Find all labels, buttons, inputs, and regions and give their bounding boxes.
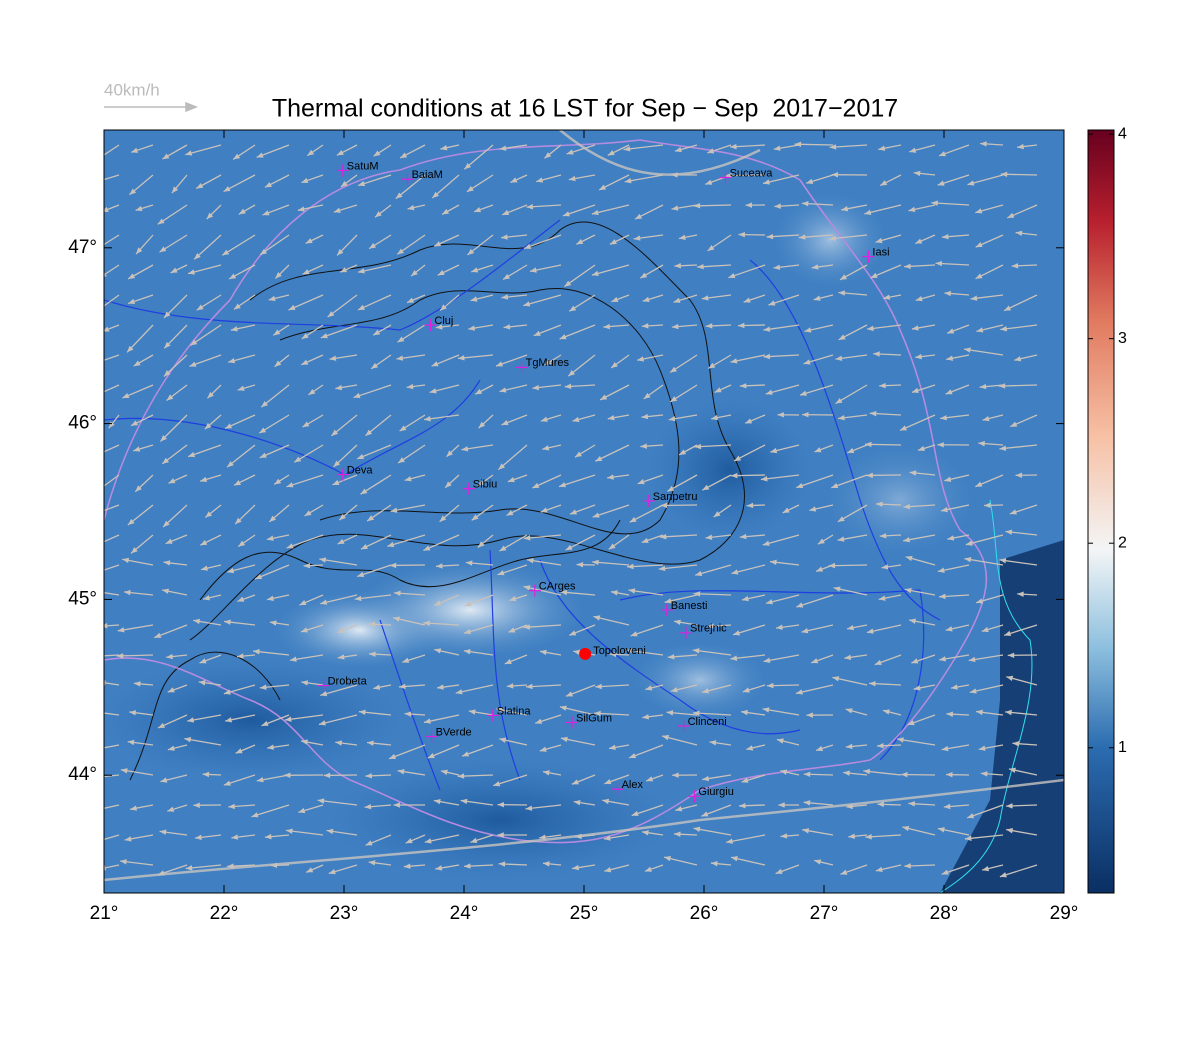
x-tick-label: 25°	[570, 903, 599, 924]
station-label: SilGum	[576, 712, 612, 724]
wind-arrow-head	[95, 306, 102, 312]
wind-scale-arrow	[104, 103, 196, 111]
x-tick-label: 21°	[90, 903, 119, 924]
x-tick-label: 26°	[690, 903, 719, 924]
wind-arrow-head	[87, 747, 94, 752]
wind-arrow-head	[96, 590, 103, 595]
station-label: Suceava	[730, 167, 774, 179]
wind-arrow-head	[96, 837, 103, 842]
x-tick-label: 29°	[1050, 903, 1079, 924]
station-label: CArges	[539, 581, 576, 593]
x-tick-label: 22°	[210, 903, 239, 924]
station-label: TgMures	[526, 357, 570, 369]
site-label: Topoloveni	[593, 645, 646, 657]
y-tick-label: 45°	[68, 588, 97, 609]
station-label: BaiaM	[412, 169, 443, 181]
site-marker	[579, 648, 591, 660]
wind-arrow-head	[90, 570, 97, 575]
x-tick-label: 23°	[330, 903, 359, 924]
colorbar-tick-label: 1	[1118, 739, 1127, 756]
wind-arrow-head	[96, 509, 103, 514]
wind-arrow-head	[99, 865, 106, 870]
wind-arrow-head	[93, 178, 100, 183]
station-label: Iasi	[872, 246, 889, 258]
station-label: Slatina	[497, 705, 532, 717]
title: Thermal conditions at 16 LST for Sep − S…	[272, 95, 898, 123]
wind-arrow-head	[92, 360, 99, 365]
colorbar-tick-label: 4	[1118, 125, 1127, 142]
colorbar-tick-label: 2	[1118, 534, 1127, 551]
station-label: Strejnic	[690, 623, 727, 635]
station-label: Banesti	[671, 600, 708, 612]
x-tick-label: 27°	[810, 903, 839, 924]
station-label: Drobeta	[328, 675, 368, 687]
station-label: SatuM	[347, 160, 379, 172]
wind-arrow-head	[91, 807, 98, 812]
station-label: Sibiu	[473, 479, 497, 491]
station-label: Sanpetru	[653, 491, 698, 503]
wind-arrow-head	[99, 680, 106, 685]
station-label: BVerde	[436, 726, 472, 738]
station-label: Cluj	[434, 315, 453, 327]
wind-arrow-head	[96, 710, 103, 715]
wind-scale-label: 40km/h	[104, 80, 160, 99]
wind-arrow-head	[95, 155, 102, 161]
colorbar-tick-label: 3	[1118, 330, 1127, 347]
y-tick-label: 47°	[68, 237, 97, 258]
station-label: Deva	[347, 464, 374, 476]
y-tick-label: 46°	[68, 413, 97, 434]
wind-arrow-head	[89, 654, 96, 659]
wind-arrow-head	[84, 395, 91, 400]
wind-arrow-head	[93, 451, 100, 456]
wind-arrow-head	[92, 542, 99, 547]
wind-arrow-head	[96, 486, 103, 492]
colorbar	[1088, 130, 1114, 893]
y-tick-label: 44°	[68, 764, 97, 785]
station-label: Alex	[622, 779, 644, 791]
x-tick-label: 28°	[930, 903, 959, 924]
station-label: Giurgiu	[698, 786, 733, 798]
x-tick-label: 24°	[450, 903, 479, 924]
map-field	[84, 130, 1064, 893]
station-label: Clinceni	[688, 716, 727, 728]
